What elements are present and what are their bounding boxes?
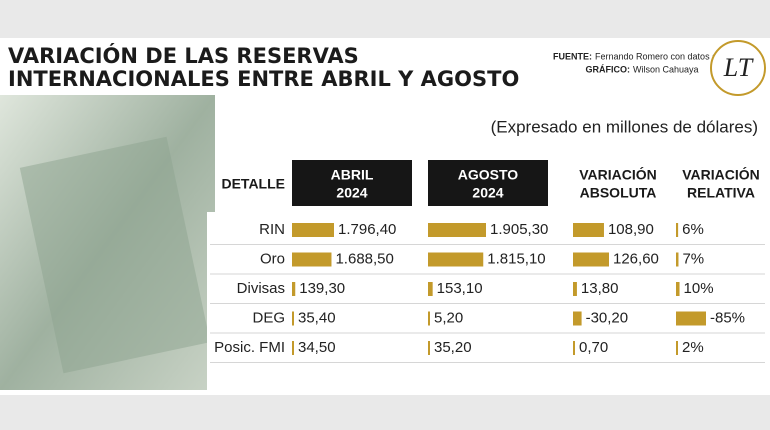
value-label: 7% <box>682 250 704 267</box>
bar <box>428 282 433 296</box>
bar <box>676 223 679 237</box>
value-label: 5,20 <box>434 309 463 326</box>
value-label: 1.688,50 <box>335 250 393 267</box>
bar <box>676 311 706 326</box>
banknote <box>19 136 211 374</box>
row-label: DEG <box>252 309 285 326</box>
value-label: 10% <box>684 280 714 297</box>
table-bg <box>207 212 770 392</box>
value-label: 35,20 <box>434 339 472 356</box>
logo-circle <box>710 40 766 96</box>
column-header: 2024 <box>472 185 503 201</box>
value-label: 13,80 <box>581 280 619 297</box>
source: Fernando Romero con datos del BCB <box>595 51 745 61</box>
graphic: Wilson Cahuaya <box>633 64 699 74</box>
value-label: -85% <box>710 309 745 326</box>
value-label: 6% <box>682 221 704 238</box>
value-label: 2% <box>682 339 704 356</box>
row-label: Divisas <box>237 280 285 297</box>
bar <box>573 341 575 355</box>
graphic-label: GRÁFICO: <box>586 64 631 74</box>
bar <box>573 223 604 237</box>
value-label: 34,50 <box>298 339 336 356</box>
column-header: VARIACIÓN <box>579 166 657 183</box>
bar <box>573 252 609 267</box>
row-label: Posic. FMI <box>214 339 285 356</box>
value-label: 35,40 <box>298 309 336 326</box>
value-label: 153,10 <box>437 280 483 297</box>
value-label: 1.796,40 <box>338 221 396 238</box>
value-label: 108,90 <box>608 221 654 238</box>
value-label: 126,60 <box>613 250 659 267</box>
value-label: 0,70 <box>579 339 608 356</box>
value-label: 139,30 <box>299 280 345 297</box>
column-header: AGOSTO <box>458 167 519 183</box>
value-label: -30,20 <box>586 309 629 326</box>
value-label: 1.905,30 <box>490 221 548 238</box>
column-header: ABRIL <box>331 167 374 183</box>
header-cell <box>292 160 412 206</box>
bar <box>292 252 332 267</box>
value-label: 1.815,10 <box>487 250 545 267</box>
header-cell <box>428 160 548 206</box>
title-line: INTERNACIONALES ENTRE ABRIL Y AGOSTO <box>8 67 519 91</box>
bar <box>428 311 430 326</box>
title-line: VARIACIÓN DE LAS RESERVAS <box>8 43 359 68</box>
column-header: ABSOLUTA <box>580 185 657 201</box>
column-header: RELATIVA <box>687 185 755 201</box>
column-header: VARIACIÓN <box>682 166 760 183</box>
column-header: DETALLE <box>221 176 285 192</box>
bar <box>676 282 680 296</box>
bar <box>428 252 484 267</box>
row-label: Oro <box>260 250 285 267</box>
logo: LT <box>723 53 754 82</box>
bar <box>676 341 678 355</box>
source-label: FUENTE: <box>553 51 592 61</box>
bar <box>676 252 679 267</box>
row-label: RIN <box>259 221 285 238</box>
bar <box>428 223 486 237</box>
bar <box>428 341 430 355</box>
bar <box>292 311 294 326</box>
bar <box>292 223 334 237</box>
bar <box>573 311 582 326</box>
bar <box>292 282 296 296</box>
bar <box>292 341 294 355</box>
bar <box>573 282 577 296</box>
subtitle: (Expresado en millones de dólares) <box>491 117 758 136</box>
column-header: 2024 <box>336 185 367 201</box>
